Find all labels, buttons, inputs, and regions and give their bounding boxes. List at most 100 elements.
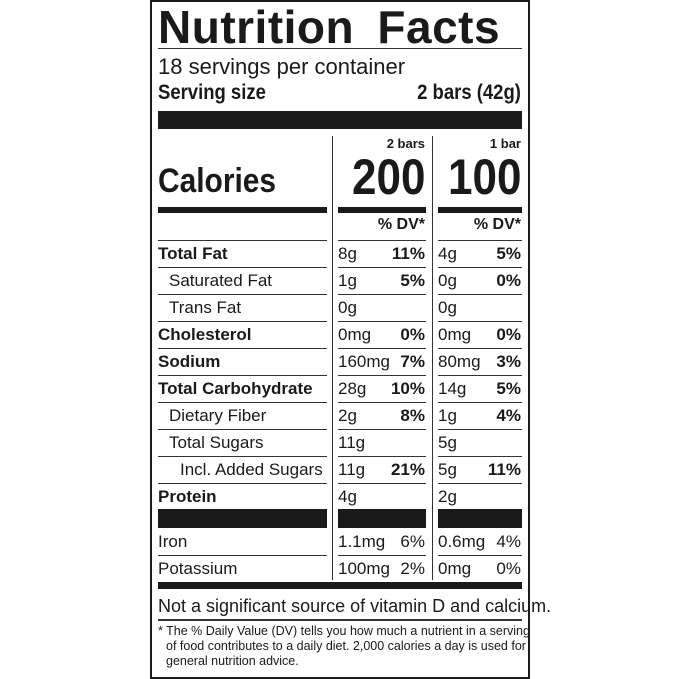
thick-divider bbox=[338, 207, 426, 213]
table-row: Iron 1.1mg 6% 0.6mg 4% bbox=[0, 528, 679, 555]
amount-per-bar: 0.6mg bbox=[438, 532, 486, 551]
footnote: * The % Daily Value (DV) tells you how m… bbox=[158, 624, 530, 669]
row-divider bbox=[438, 240, 522, 241]
thick-divider bbox=[158, 111, 522, 129]
amount-per-bar: 4g bbox=[438, 244, 457, 263]
label-title: Nutrition Facts bbox=[158, 1, 501, 53]
daily-value: 4% bbox=[496, 532, 521, 551]
amount-per-serving: 11g bbox=[338, 433, 366, 452]
nutrient-name: Protein bbox=[158, 487, 217, 506]
row-divider bbox=[158, 375, 327, 376]
amount-per-bar: 2g bbox=[438, 487, 457, 506]
nutrient-name: Trans Fat bbox=[169, 298, 242, 317]
row-divider bbox=[158, 348, 327, 349]
amount-per-serving: 8g bbox=[338, 244, 357, 263]
row-divider bbox=[158, 294, 327, 295]
table-row: Incl. Added Sugars 11g 21% 5g 11% bbox=[0, 456, 679, 483]
row-divider bbox=[158, 429, 327, 430]
calories-label: Calories bbox=[158, 164, 292, 198]
row-divider bbox=[338, 483, 426, 484]
calories-value: 100 bbox=[447, 149, 521, 205]
table-row: Cholesterol 0mg 0% 0mg 0% bbox=[0, 321, 679, 348]
amount-per-bar: 0mg bbox=[438, 325, 472, 344]
divider bbox=[158, 48, 522, 49]
daily-value: 5% bbox=[496, 379, 521, 398]
daily-value: 5% bbox=[400, 271, 425, 290]
row-divider bbox=[338, 429, 426, 430]
daily-value: 0% bbox=[496, 271, 521, 290]
row-divider bbox=[338, 294, 426, 295]
daily-value: 3% bbox=[496, 352, 521, 371]
row-divider bbox=[438, 294, 522, 295]
nutrient-name: Dietary Fiber bbox=[169, 406, 267, 425]
column-divider bbox=[432, 136, 433, 580]
row-divider bbox=[158, 456, 327, 457]
row-divider bbox=[338, 555, 426, 556]
amount-per-bar: 1g bbox=[438, 406, 457, 425]
thick-divider bbox=[158, 582, 522, 589]
nutrient-name: Total Carbohydrate bbox=[158, 379, 313, 398]
divider bbox=[158, 619, 522, 621]
row-divider bbox=[438, 456, 522, 457]
row-divider bbox=[158, 483, 327, 484]
daily-value: 0% bbox=[496, 325, 521, 344]
row-divider bbox=[338, 240, 426, 241]
daily-value: 6% bbox=[400, 532, 425, 551]
amount-per-serving: 1g bbox=[338, 271, 357, 290]
daily-value: 5% bbox=[496, 244, 521, 263]
calories-value: 200 bbox=[351, 149, 425, 205]
row-divider bbox=[338, 348, 426, 349]
daily-value: 11% bbox=[487, 460, 521, 479]
serving-size-value-text: 2 bars (42g) bbox=[417, 81, 521, 104]
amount-per-bar: 0g bbox=[438, 298, 457, 317]
row-divider bbox=[158, 240, 327, 241]
nutrient-name: Iron bbox=[158, 532, 188, 551]
row-divider bbox=[438, 483, 522, 484]
row-divider bbox=[338, 375, 426, 376]
daily-value: 4% bbox=[496, 406, 521, 425]
amount-per-serving: 0g bbox=[338, 298, 357, 317]
servings-per-container: 18 servings per container bbox=[158, 54, 406, 79]
thick-divider bbox=[158, 207, 327, 213]
row-divider bbox=[438, 375, 522, 376]
row-divider bbox=[438, 555, 522, 556]
amount-per-serving: 28g bbox=[338, 379, 367, 398]
table-row: Dietary Fiber 2g 8% 1g 4% bbox=[0, 402, 679, 429]
daily-value: 21% bbox=[390, 460, 425, 479]
table-row: Sodium 160mg 7% 80mg 3% bbox=[0, 348, 679, 375]
thick-divider bbox=[438, 207, 522, 213]
column-1-dv-header: % DV* bbox=[377, 216, 425, 233]
row-divider bbox=[158, 402, 327, 403]
row-divider bbox=[158, 321, 327, 322]
amount-per-serving: 2g bbox=[338, 406, 357, 425]
nutrient-name: Sodium bbox=[158, 352, 221, 371]
amount-per-bar: 5g bbox=[438, 433, 457, 452]
amount-per-serving: 100mg bbox=[338, 559, 390, 578]
nutrient-name: Saturated Fat bbox=[169, 271, 273, 290]
nutrient-name: Total Sugars bbox=[169, 433, 264, 452]
amount-per-bar: 0mg bbox=[438, 559, 472, 578]
column-1-calories: 200 bbox=[342, 152, 425, 202]
daily-value: 10% bbox=[390, 379, 425, 398]
row-divider bbox=[438, 321, 522, 322]
daily-value: 8% bbox=[400, 406, 425, 425]
row-divider bbox=[338, 321, 426, 322]
table-row: Total Fat 8g 11% 4g 5% bbox=[0, 240, 679, 267]
table-row: Total Sugars 11g 5g bbox=[0, 429, 679, 456]
footnote-line: of food contributes to a daily diet. 2,0… bbox=[166, 639, 526, 653]
serving-size-label-text: Serving size bbox=[158, 81, 266, 104]
thick-divider bbox=[158, 509, 327, 528]
daily-value: 2% bbox=[400, 559, 425, 578]
amount-per-bar: 80mg bbox=[438, 352, 481, 371]
row-divider bbox=[438, 267, 522, 268]
daily-value: 0% bbox=[496, 559, 521, 578]
table-row: Saturated Fat 1g 5% 0g 0% bbox=[0, 267, 679, 294]
daily-value: 11% bbox=[391, 244, 425, 263]
nutrient-name: Cholesterol bbox=[158, 325, 252, 344]
thick-divider bbox=[438, 509, 522, 528]
column-divider bbox=[332, 136, 333, 580]
footnote-line: * The % Daily Value (DV) tells you how m… bbox=[158, 624, 530, 638]
not-significant-note: Not a significant source of vitamin D an… bbox=[158, 596, 552, 616]
table-row: Trans Fat 0g 0g bbox=[0, 294, 679, 321]
row-divider bbox=[438, 348, 522, 349]
